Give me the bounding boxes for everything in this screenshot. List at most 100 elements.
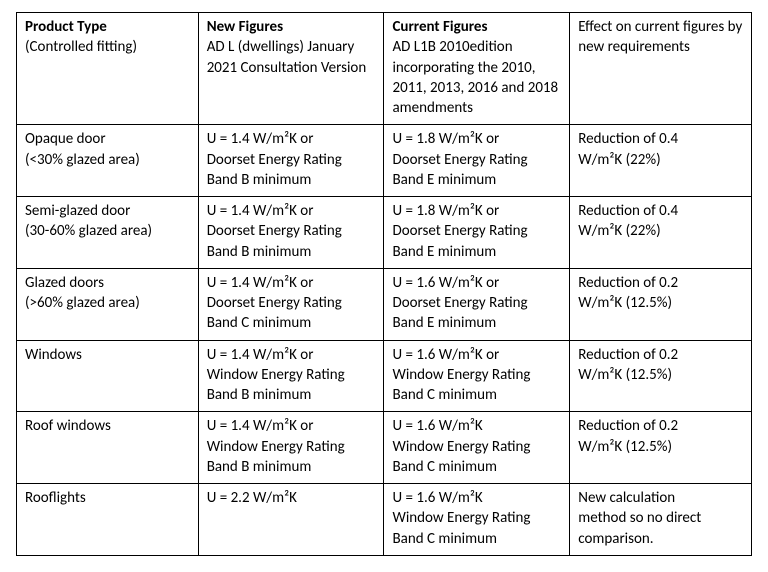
cell-text: Doorset Energy Rating	[392, 150, 561, 170]
cell-effect: Reduction of 0.4W/m²K (22%)	[570, 125, 752, 197]
cell-text: Reduction of 0.2	[578, 273, 743, 293]
cell-text: Band B minimum	[207, 242, 376, 262]
cell-text: Window Energy Rating	[207, 365, 376, 385]
header-sub: Effect on current figures by new require…	[578, 18, 742, 56]
cell-text: (<30% glazed area)	[25, 150, 190, 170]
cell-text: U = 1.6 W/m²K	[392, 488, 561, 508]
cell-effect: Reduction of 0.2W/m²K (12.5%)	[570, 340, 752, 412]
cell-text: U = 1.4 W/m²K or	[207, 345, 376, 365]
cell-text: Opaque door	[25, 129, 190, 149]
table-row: Opaque door(<30% glazed area)U = 1.4 W/m…	[17, 125, 752, 197]
cell-text: U = 1.6 W/m²K or	[392, 273, 561, 293]
cell-text: Roof windows	[25, 416, 190, 436]
cell-text: Band B minimum	[207, 170, 376, 190]
cell-text: W/m²K (12.5%)	[578, 365, 743, 385]
cell-current-figures: U = 1.6 W/m²K orDoorset Energy RatingBan…	[384, 268, 570, 340]
cell-text: Windows	[25, 345, 190, 365]
cell-new-figures: U = 2.2 W/m²K	[198, 484, 384, 556]
table-row: Rooflights U = 2.2 W/m²K U = 1.6 W/m²KWind…	[17, 484, 752, 556]
cell-text: U = 2.2 W/m²K	[207, 488, 376, 508]
table-row: Semi-glazed door(30-60% glazed area)U = …	[17, 197, 752, 269]
cell-effect: Reduction of 0.2W/m²K (12.5%)	[570, 412, 752, 484]
header-cell-effect: Effect on current figures by new require…	[570, 13, 752, 125]
header-row: Product Type (Controlled fitting) New Fi…	[17, 13, 752, 125]
cell-product: Roof windows	[17, 412, 199, 484]
cell-text: Band B minimum	[207, 457, 376, 477]
cell-text: comparison.	[578, 529, 743, 549]
cell-text: U = 1.4 W/m²K or	[207, 201, 376, 221]
table-row: Glazed doors(>60% glazed area)U = 1.4 W/…	[17, 268, 752, 340]
cell-text: Doorset Energy Rating	[392, 293, 561, 313]
cell-text: U = 1.4 W/m²K or	[207, 129, 376, 149]
header-cell-new: New Figures AD L (dwellings) January 202…	[198, 13, 384, 125]
cell-text: Reduction of 0.2	[578, 345, 743, 365]
cell-text: Reduction of 0.4	[578, 201, 743, 221]
cell-new-figures: U = 1.4 W/m²K orDoorset Energy RatingBan…	[198, 125, 384, 197]
cell-text: U = 1.4 W/m²K or	[207, 273, 376, 293]
cell-text: U = 1.4 W/m²K or	[207, 416, 376, 436]
cell-current-figures: U = 1.6 W/m²K orWindow Energy RatingBand…	[384, 340, 570, 412]
cell-text: W/m²K (22%)	[578, 221, 743, 241]
cell-current-figures: U = 1.8 W/m²K orDoorset Energy RatingBan…	[384, 125, 570, 197]
header-sub: AD L1B 2010edition incorporating the 201…	[392, 37, 561, 118]
cell-text: Doorset Energy Rating	[207, 221, 376, 241]
cell-text: Glazed doors	[25, 273, 190, 293]
header-title: Current Figures	[392, 18, 487, 36]
cell-text: U = 1.6 W/m²K	[392, 416, 561, 436]
header-title: Product Type	[25, 18, 107, 36]
header-sub: AD L (dwellings) January 2021 Consultati…	[207, 37, 376, 78]
cell-text: New calculation	[578, 488, 743, 508]
cell-text: W/m²K (22%)	[578, 150, 743, 170]
cell-text: method so no direct	[578, 508, 743, 528]
uvalues-table: Product Type (Controlled fitting) New Fi…	[16, 12, 752, 556]
table-row: WindowsU = 1.4 W/m²K orWindow Energy Rat…	[17, 340, 752, 412]
cell-text: U = 1.8 W/m²K or	[392, 201, 561, 221]
header-cell-current: Current Figures AD L1B 2010edition incor…	[384, 13, 570, 125]
header-title: New Figures	[207, 18, 283, 36]
cell-effect: Reduction of 0.4W/m²K (22%)	[570, 197, 752, 269]
cell-text: (>60% glazed area)	[25, 293, 190, 313]
cell-text: (30-60% glazed area)	[25, 221, 190, 241]
cell-current-figures: U = 1.6 W/m²KWindow Energy RatingBand C …	[384, 412, 570, 484]
cell-current-figures: U = 1.6 W/m²KWindow Energy RatingBand C …	[384, 484, 570, 556]
cell-product: Glazed doors(>60% glazed area)	[17, 268, 199, 340]
cell-text: Doorset Energy Rating	[392, 221, 561, 241]
cell-text: Doorset Energy Rating	[207, 150, 376, 170]
cell-text: Window Energy Rating	[392, 437, 561, 457]
header-cell-product: Product Type (Controlled fitting)	[17, 13, 199, 125]
cell-effect: New calculationmethod so no directcompar…	[570, 484, 752, 556]
header-sub: (Controlled fitting)	[25, 37, 190, 57]
cell-new-figures: U = 1.4 W/m²K orWindow Energy RatingBand…	[198, 340, 384, 412]
cell-text: Window Energy Rating	[207, 437, 376, 457]
cell-text: Window Energy Rating	[392, 365, 561, 385]
cell-new-figures: U = 1.4 W/m²K orDoorset Energy RatingBan…	[198, 268, 384, 340]
cell-text: Rooflights	[25, 488, 190, 508]
cell-text: Band C minimum	[392, 457, 561, 477]
cell-product: Semi-glazed door(30-60% glazed area)	[17, 197, 199, 269]
table-row: Roof windowsU = 1.4 W/m²K orWindow Energ…	[17, 412, 752, 484]
cell-text: Band E minimum	[392, 170, 561, 190]
cell-text: Window Energy Rating	[392, 508, 561, 528]
cell-text: Band C minimum	[392, 385, 561, 405]
cell-text: W/m²K (12.5%)	[578, 293, 743, 313]
cell-text: W/m²K (12.5%)	[578, 437, 743, 457]
cell-current-figures: U = 1.8 W/m²K orDoorset Energy RatingBan…	[384, 197, 570, 269]
cell-text: U = 1.6 W/m²K or	[392, 345, 561, 365]
cell-product: Windows	[17, 340, 199, 412]
cell-text: U = 1.8 W/m²K or	[392, 129, 561, 149]
cell-new-figures: U = 1.4 W/m²K orWindow Energy RatingBand…	[198, 412, 384, 484]
cell-text: Reduction of 0.2	[578, 416, 743, 436]
cell-text: Reduction of 0.4	[578, 129, 743, 149]
cell-text: Semi-glazed door	[25, 201, 190, 221]
cell-new-figures: U = 1.4 W/m²K orDoorset Energy RatingBan…	[198, 197, 384, 269]
cell-text: Band B minimum	[207, 385, 376, 405]
cell-text: Doorset Energy Rating	[207, 293, 376, 313]
cell-text: Band E minimum	[392, 313, 561, 333]
cell-text: Band C minimum	[207, 313, 376, 333]
table-body: Product Type (Controlled fitting) New Fi…	[17, 13, 752, 556]
cell-effect: Reduction of 0.2W/m²K (12.5%)	[570, 268, 752, 340]
cell-text: Band C minimum	[392, 529, 561, 549]
cell-product: Rooflights	[17, 484, 199, 556]
cell-product: Opaque door(<30% glazed area)	[17, 125, 199, 197]
cell-text: Band E minimum	[392, 242, 561, 262]
